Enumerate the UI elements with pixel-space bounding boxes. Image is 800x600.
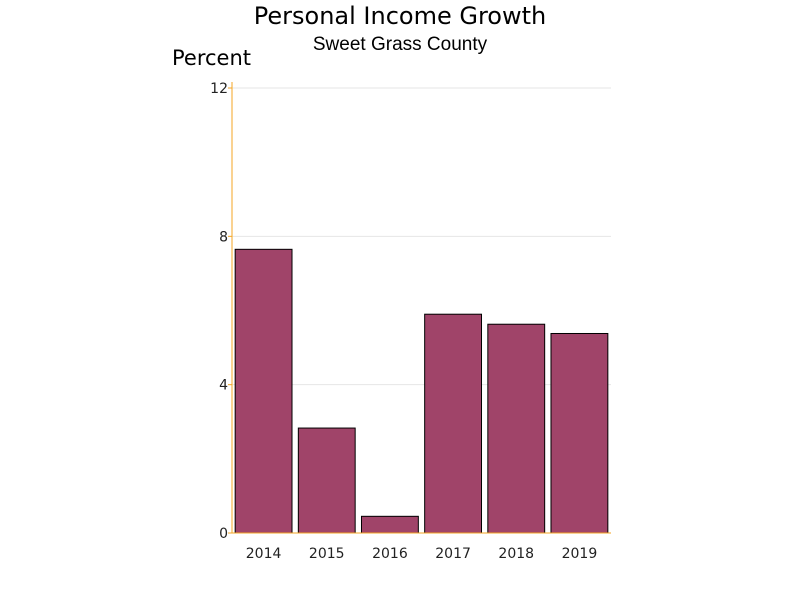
gridlines bbox=[232, 87, 611, 386]
y-axis-label: Percent bbox=[172, 46, 252, 70]
x-tick-label: 2015 bbox=[309, 546, 345, 562]
x-tick-label: 2016 bbox=[372, 546, 408, 562]
bar-2017 bbox=[424, 313, 483, 534]
y-tick-label: 12 bbox=[210, 81, 228, 97]
x-tick-label: 2018 bbox=[498, 546, 534, 562]
bar-2016 bbox=[360, 515, 419, 534]
y-tick-label: 4 bbox=[219, 378, 228, 394]
y-tick-label: 8 bbox=[219, 229, 228, 245]
y-tick-label: 0 bbox=[219, 526, 228, 542]
chart-subtitle: Sweet Grass County bbox=[312, 34, 488, 55]
x-tick-label: 2014 bbox=[246, 546, 282, 562]
bar-2019 bbox=[550, 332, 609, 534]
bar-2018 bbox=[487, 323, 546, 534]
x-tick-labels: 2014 2015 2016 2017 2018 2019 bbox=[246, 546, 597, 562]
y-tick-labels: 0 4 8 12 bbox=[210, 81, 228, 542]
x-tick-label: 2017 bbox=[435, 546, 471, 562]
x-tick-label: 2019 bbox=[562, 546, 598, 562]
bars bbox=[234, 248, 609, 534]
bar-2014 bbox=[234, 248, 293, 534]
axes bbox=[228, 82, 611, 534]
chart-title: Personal Income Growth bbox=[253, 2, 547, 30]
bar-2015 bbox=[297, 427, 356, 534]
